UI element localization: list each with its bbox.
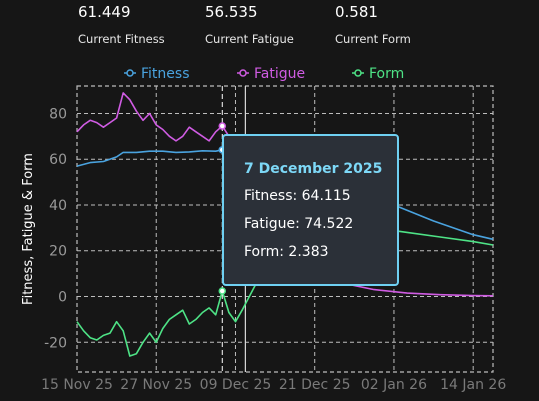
stat-form-label: Current Form <box>335 32 411 46</box>
hover-point-fatigue <box>218 122 227 130</box>
stat-fitness-label: Current Fitness <box>78 32 165 46</box>
tooltip-form: Form: 2.383 <box>244 244 329 260</box>
stat-fitness-value: 61.449 <box>78 3 131 21</box>
legend-marker-fitness <box>126 69 134 77</box>
legend-label-fatigue: Fatigue <box>254 66 305 82</box>
x-tick-label: 14 Jan 26 <box>440 377 506 393</box>
legend-label-fitness: Fitness <box>141 66 190 82</box>
tooltip-fatigue: Fatigue: 74.522 <box>244 216 354 232</box>
stat-fatigue-value: 56.535 <box>205 3 258 21</box>
stats-bar: 61.449 Current Fitness 56.535 Current Fa… <box>0 0 539 50</box>
y-tick-label: 60 <box>49 152 67 168</box>
stat-fatigue-label: Current Fatigue <box>205 32 294 46</box>
y-tick-label: 80 <box>49 106 67 122</box>
stat-form: 0.581 Current Form <box>335 3 411 46</box>
legend-marker-form <box>354 69 362 77</box>
legend-label-form: Form <box>369 66 404 82</box>
chart-tooltip: 7 December 2025 Fitness: 64.115 Fatigue:… <box>222 134 399 286</box>
stat-form-value: 0.581 <box>335 3 378 21</box>
stat-fitness: 61.449 Current Fitness <box>78 3 165 46</box>
tooltip-fitness: Fitness: 64.115 <box>244 188 351 204</box>
y-tick-label: 0 <box>58 289 67 305</box>
x-tick-label: 02 Jan 26 <box>361 377 427 393</box>
y-axis-label: Fitness, Fatigue & Form <box>21 153 36 305</box>
stat-fatigue: 56.535 Current Fatigue <box>205 3 294 46</box>
x-tick-label: 27 Nov 25 <box>120 377 192 393</box>
legend-marker-fatigue <box>239 69 247 77</box>
x-tick-label: 21 Dec 25 <box>279 377 351 393</box>
x-tick-label: 09 Dec 25 <box>200 377 272 393</box>
y-tick-label: 40 <box>49 198 67 214</box>
tooltip-date: 7 December 2025 <box>244 161 383 177</box>
hover-point-form <box>218 287 227 295</box>
x-tick-label: 15 Nov 25 <box>41 377 113 393</box>
y-tick-label: 20 <box>49 244 67 260</box>
y-tick-label: -20 <box>44 335 67 351</box>
